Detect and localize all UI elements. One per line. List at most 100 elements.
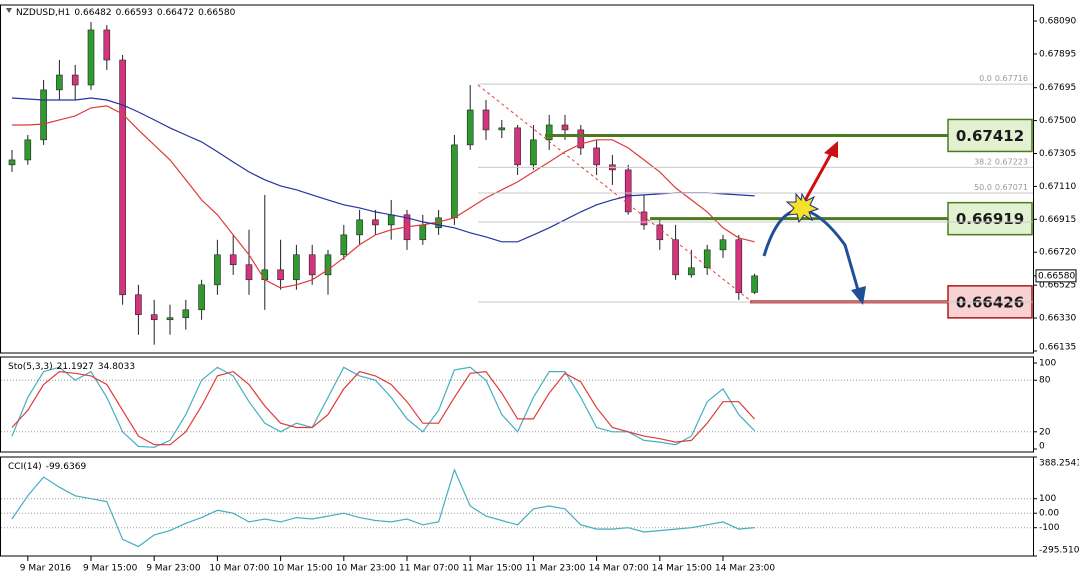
- candle-body: [166, 317, 174, 321]
- indicator-line: [12, 105, 755, 289]
- y-tick-label: 0.66720: [1039, 248, 1076, 258]
- fib-trend-line: [477, 84, 753, 303]
- chart-layers: 0.68090 0.67895 0.67695 0.67500 0.67305 0.671…: [0, 4, 1079, 574]
- candle-body: [229, 254, 237, 266]
- fib-price: 0.67223: [995, 157, 1028, 166]
- candle-body: [703, 249, 711, 269]
- level-box: [947, 201, 1033, 236]
- candle-body: [71, 74, 79, 86]
- y-tick-label: 100: [1039, 359, 1056, 369]
- x-tick-label: 10 Mar 07:00: [209, 564, 269, 574]
- candle-body: [103, 29, 111, 61]
- indicator-line: [11, 370, 756, 446]
- fib-percent: 38.2: [974, 157, 992, 166]
- candle-body: [198, 284, 205, 311]
- x-tick-label: 11 Mar 15:00: [462, 564, 522, 574]
- indicator-value: 34.8033: [98, 362, 135, 372]
- candle-body: [182, 309, 190, 319]
- candle-body: [466, 109, 474, 146]
- indicator-name: CCI(14): [8, 462, 42, 472]
- ohlc-value: 0.66580: [198, 8, 235, 18]
- breakout-burst: [785, 192, 820, 224]
- x-tick-label: 11 Mar 23:00: [525, 564, 585, 574]
- candle-body: [624, 169, 632, 213]
- x-tick-label: 10 Mar 15:00: [273, 564, 333, 574]
- fib-label: 0.0 0.67716: [979, 74, 1028, 83]
- y-tick-label: 100: [1039, 494, 1056, 504]
- candle-body: [387, 214, 395, 226]
- y-tick-label: 20: [1039, 427, 1051, 437]
- y-tick-label: -295.5104: [1039, 546, 1079, 556]
- candle-body: [356, 219, 363, 236]
- candle-body: [214, 254, 221, 286]
- up-arrow: [800, 151, 834, 207]
- candle-body: [719, 239, 727, 251]
- level-label: 0.66919: [956, 210, 1024, 228]
- indicator-value: -99.6369: [46, 462, 87, 472]
- x-tick-label: 14 Mar 23:00: [715, 564, 775, 574]
- current-price-box: [1035, 269, 1077, 283]
- y-tick-label: 0.67110: [1039, 182, 1076, 192]
- candle-body: [451, 144, 458, 219]
- y-tick-label: 0.67500: [1039, 116, 1076, 126]
- indicator-line: [11, 468, 755, 548]
- candle-body: [751, 275, 758, 293]
- candle-body: [545, 124, 553, 141]
- y-tick-label: 0.00: [1039, 509, 1059, 519]
- y-tick-label: 0: [1039, 442, 1045, 452]
- fib-label: 50.0 0.67071: [974, 183, 1028, 192]
- panel-frame: [0, 356, 1034, 453]
- x-tick-label: 10 Mar 23:00: [336, 564, 396, 574]
- down-arrow-head: [851, 286, 866, 305]
- candle-body: [119, 59, 126, 296]
- candle-body: [24, 139, 32, 161]
- chart-header: NZDUSD,H1 0.66482 0.66593 0.66472 0.66580: [16, 8, 236, 18]
- fib-percent: 50.0: [974, 183, 992, 192]
- candle-body: [482, 109, 490, 131]
- y-tick-label: 388.2541: [1039, 459, 1079, 469]
- y-tick-label: 0.67895: [1039, 49, 1076, 59]
- up-arrow-head: [824, 141, 838, 158]
- fib-label: 38.2 0.67223: [974, 157, 1028, 166]
- y-tick-label: 0.66135: [1039, 343, 1076, 353]
- ohlc-value: 0.66593: [116, 8, 153, 18]
- fib-price: 0.67716: [995, 74, 1028, 83]
- current-price-label: 0.66580: [1038, 271, 1075, 281]
- candle-body: [150, 314, 158, 321]
- candle-body: [277, 269, 284, 281]
- candle-body: [577, 129, 585, 149]
- candle-body: [530, 139, 537, 166]
- y-tick-label: 0.68090: [1039, 17, 1076, 27]
- y-tick-label: 0.66330: [1039, 314, 1076, 324]
- candle-body: [340, 234, 348, 256]
- y-tick-label: 80: [1039, 376, 1051, 386]
- x-tick-label: 9 Mar 15:00: [83, 564, 138, 574]
- candle-body: [245, 264, 253, 281]
- candle-body: [419, 224, 427, 241]
- candle-body: [56, 74, 63, 91]
- indicator-title: CCI(14) -99.6369: [8, 462, 86, 472]
- candle-body: [514, 127, 521, 166]
- x-tick-label: 9 Mar 23:00: [146, 564, 201, 574]
- candle-body: [593, 147, 600, 166]
- level-label: 0.67412: [956, 127, 1024, 145]
- symbol: NZDUSD,H1: [16, 8, 70, 18]
- candle-body: [372, 219, 379, 226]
- indicator-line: [11, 97, 755, 243]
- candle-body: [640, 211, 648, 226]
- y-tick-label: 0.67695: [1039, 83, 1076, 93]
- indicator-name: Sto(5,3,3): [8, 362, 53, 372]
- y-tick-label: 0.66525: [1039, 281, 1076, 291]
- level-box: [947, 118, 1033, 153]
- candle-body: [324, 254, 332, 276]
- indicator-value: 21.1927: [57, 362, 94, 372]
- candle-body: [688, 267, 695, 276]
- candle-body: [135, 294, 142, 315]
- fib-price: 0.67071: [995, 183, 1028, 192]
- indicator-line: [11, 366, 756, 448]
- candle-body: [656, 224, 664, 241]
- annotations: [6, 8, 1033, 305]
- symbol-icon: [6, 8, 12, 13]
- candle-body: [561, 124, 569, 131]
